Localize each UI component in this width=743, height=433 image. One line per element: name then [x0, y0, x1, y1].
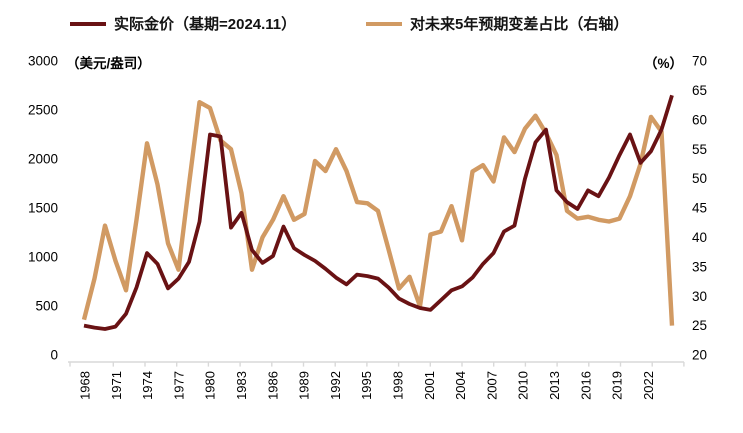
right-axis-tick-label: 70: [692, 54, 707, 69]
right-axis-tick-label: 20: [692, 348, 707, 363]
legend-label-expectation-share: 对未来5年预期变差占比（右轴）: [410, 16, 629, 33]
right-axis-tick-label: 60: [692, 112, 707, 127]
right-axis-tick-label: 35: [692, 259, 707, 274]
right-axis-tick-label: 50: [692, 171, 707, 186]
x-axis-year-label: 2013: [547, 371, 562, 400]
left-axis-unit-label: （美元/盎司）: [66, 56, 151, 71]
right-axis-tick-label: 40: [692, 230, 707, 245]
x-axis-year-label: 2004: [453, 371, 468, 400]
left-axis-tick-label: 2500: [28, 103, 58, 118]
legend-label-real-gold-price: 实际金价（基期=2024.11）: [114, 16, 297, 33]
left-axis-tick-label: 1000: [28, 250, 58, 265]
x-axis-year-label: 2010: [516, 371, 531, 400]
x-axis-year-label: 1980: [203, 371, 218, 400]
x-axis-year-label: 2016: [578, 371, 593, 400]
legend-swatch-expectation-share: [366, 21, 402, 26]
x-axis-year-label: 2022: [641, 371, 656, 400]
x-axis-year-label: 1992: [328, 371, 343, 400]
x-axis-year-label: 1977: [171, 371, 186, 400]
x-axis-year-label: 1986: [265, 371, 280, 400]
right-axis-tick-label: 25: [692, 318, 707, 333]
left-axis-tick-label: 2000: [28, 152, 58, 167]
x-axis-year-label: 2001: [422, 371, 437, 400]
left-axis-tick-label: 500: [35, 299, 58, 314]
x-axis-year-label: 2007: [484, 371, 499, 400]
x-axis-year-label: 1968: [78, 371, 93, 400]
x-axis-year-label: 1974: [140, 371, 155, 400]
left-axis-tick-label: 0: [50, 348, 58, 363]
x-axis-year-label: 1971: [109, 371, 124, 400]
real-gold-price-line: [83, 94, 674, 331]
left-axis-tick-label: 1500: [28, 201, 58, 216]
x-axis-year-label: 1989: [297, 371, 312, 400]
legend-swatch-real-gold-price: [70, 21, 106, 26]
x-axis-year-label: 1983: [234, 371, 249, 400]
legend-item-real-gold-price: 实际金价（基期=2024.11）: [70, 13, 296, 34]
right-axis-tick-label: 30: [692, 289, 707, 304]
x-axis-year-label: 1995: [359, 371, 374, 400]
right-axis-tick-label: 45: [692, 201, 707, 216]
expectation-share-line: [81, 99, 675, 326]
legend-item-expectation-share: 对未来5年预期变差占比（右轴）: [366, 13, 628, 34]
x-axis-year-label: 1998: [391, 371, 406, 400]
left-axis-tick-label: 3000: [28, 54, 58, 69]
right-axis-tick-label: 65: [692, 83, 707, 98]
x-axis-year-label: 2019: [610, 371, 625, 400]
right-axis-tick-label: 55: [692, 142, 707, 157]
right-axis-unit-label: （%）: [643, 56, 683, 71]
